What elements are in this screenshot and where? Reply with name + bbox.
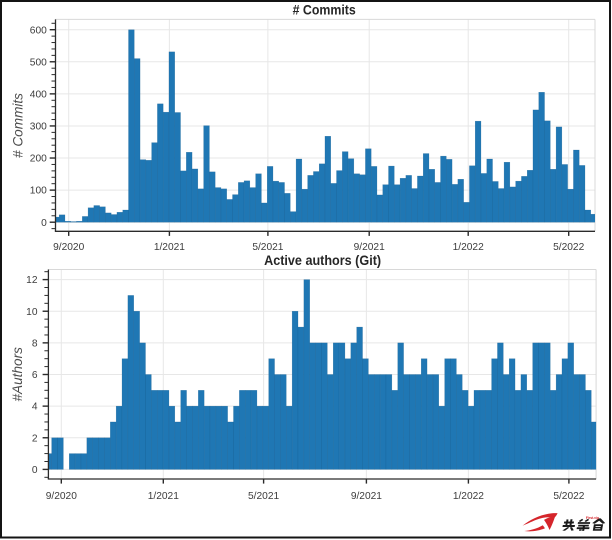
svg-text:1/2022: 1/2022 [453,242,484,253]
svg-text:8: 8 [32,338,38,349]
svg-text:9/2021: 9/2021 [351,491,382,502]
svg-text:# Commits: # Commits [11,93,26,158]
svg-text:Active authors (Git): Active authors (Git) [264,252,381,268]
svg-text:5/2022: 5/2022 [553,242,584,253]
svg-text:#Authors: #Authors [10,347,25,402]
svg-text:12: 12 [26,275,38,286]
svg-text:9/2020: 9/2020 [53,242,84,253]
svg-text:1/2021: 1/2021 [154,242,185,253]
svg-text:9/2021: 9/2021 [354,242,385,253]
svg-text:0: 0 [32,465,38,476]
svg-text:10: 10 [26,307,38,318]
svg-text:100: 100 [30,186,47,197]
svg-text:5/2022: 5/2022 [553,491,584,502]
svg-text:0: 0 [41,218,47,229]
svg-text:200: 200 [30,154,47,165]
svg-text:4: 4 [32,402,38,413]
svg-text:2: 2 [32,433,38,444]
svg-text:1/2021: 1/2021 [148,491,179,502]
svg-text:1/2022: 1/2022 [453,491,484,502]
svg-text:600: 600 [30,25,47,36]
svg-text:# Commits: # Commits [293,2,356,18]
svg-text:500: 500 [30,57,47,68]
svg-text:6: 6 [32,370,38,381]
svg-text:9/2020: 9/2020 [46,491,77,502]
svg-text:300: 300 [30,122,47,133]
svg-text:5/2021: 5/2021 [252,242,283,253]
svg-text:5/2021: 5/2021 [248,491,279,502]
svg-text:400: 400 [30,89,47,100]
svg-text:First.vip: First.vip [586,516,599,520]
